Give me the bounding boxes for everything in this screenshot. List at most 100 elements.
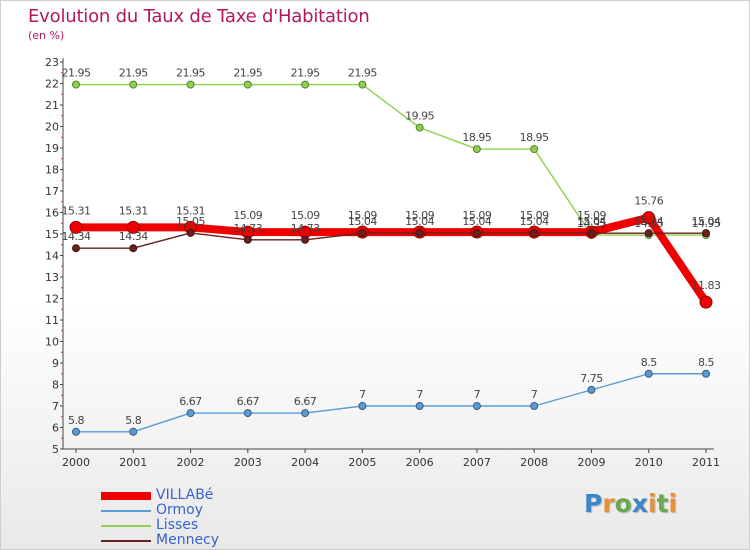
data-label: 7.75: [580, 372, 603, 385]
data-label: 5.8: [68, 414, 84, 427]
data-point: [72, 427, 80, 436]
data-label: 14.34: [119, 230, 148, 243]
data-label: 8.5: [698, 356, 714, 369]
legend-swatch: [101, 492, 151, 500]
data-point: [472, 229, 481, 238]
data-point: [358, 229, 367, 238]
chart-title: Evolution du Taux de Taxe d'Habitation: [28, 6, 370, 27]
data-point: [644, 369, 653, 378]
legend-label: Ormoy: [156, 502, 204, 518]
data-label: 7: [474, 388, 481, 401]
data-point: [126, 220, 140, 234]
y-tick-label: 22: [45, 78, 59, 91]
data-label: 7: [531, 388, 538, 401]
data-point: [129, 427, 138, 436]
series-line-mennecy: [75, 232, 707, 249]
legend-item: Ormoy: [101, 502, 301, 518]
data-label: 15.04: [405, 215, 434, 228]
data-point: [530, 402, 539, 410]
x-tick-label: 2009: [577, 456, 605, 469]
data-label: 7: [416, 388, 423, 401]
data-label: 15.09: [520, 209, 549, 222]
logo-letter: i: [648, 489, 657, 518]
data-point: [243, 409, 252, 418]
data-label: 6.67: [294, 395, 317, 408]
series-line-ormoy: [75, 373, 707, 433]
chart-subtitle: (en %): [28, 29, 65, 42]
logo-letter: P: [584, 489, 603, 518]
data-point: [301, 235, 310, 244]
logo-letter: o: [614, 489, 632, 518]
y-tick-label: 13: [45, 271, 59, 284]
data-label: 21.95: [291, 67, 320, 80]
data-label: 6.67: [237, 395, 260, 408]
data-point: [243, 235, 252, 244]
data-label: 6.67: [179, 395, 202, 408]
y-tick-label: 11: [45, 314, 59, 327]
y-tick-label: 12: [45, 293, 59, 306]
data-point: [72, 80, 80, 89]
x-tick-label: 2007: [463, 456, 491, 469]
data-point: [186, 80, 195, 89]
data-label: 15.09: [348, 209, 377, 222]
proxiti-logo: Proxiti: [584, 489, 677, 518]
legend-swatch: [101, 540, 151, 542]
x-tick-label: 2004: [291, 456, 319, 469]
y-tick-label: 15: [45, 228, 59, 241]
logo-letter: r: [602, 489, 615, 518]
data-label: 14.95: [692, 217, 721, 230]
y-tick-label: 14: [45, 250, 59, 263]
x-tick-label: 2002: [177, 456, 205, 469]
x-tick-label: 2011: [692, 456, 720, 469]
y-tick-label: 7: [52, 400, 59, 413]
data-point: [530, 145, 539, 154]
data-label: 21.95: [176, 67, 205, 80]
series-line-lisses: [75, 83, 707, 236]
logo-letter: x: [631, 489, 648, 518]
data-point: [72, 244, 80, 253]
data-label: 15.04: [462, 215, 491, 228]
x-tick-label: 2008: [520, 456, 548, 469]
y-tick-label: 19: [45, 142, 59, 155]
y-tick-label: 9: [52, 357, 59, 370]
data-point: [301, 409, 310, 418]
y-tick-label: 17: [45, 185, 59, 198]
data-label: 5.8: [125, 414, 141, 427]
data-label: 21.95: [233, 67, 262, 80]
data-point: [415, 123, 424, 132]
legend-label: Lisses: [156, 517, 199, 533]
data-label: 15.76: [634, 195, 663, 208]
series-line-villabé: [72, 213, 710, 307]
data-label: 15.09: [462, 209, 491, 222]
line-chart: 5 6 7 8 9 10 11 12 13 14 15 16 17 18 19 20 21 22 23 2000 200…: [45, 56, 721, 469]
data-label: 15.05: [176, 215, 205, 228]
y-tick-label: 20: [45, 121, 59, 134]
y-tick-label: 8: [52, 379, 59, 392]
data-label: 15.04: [577, 215, 606, 228]
x-tick-label: 2000: [62, 456, 90, 469]
x-tick-label: 2010: [635, 456, 663, 469]
data-label: 15.04: [348, 215, 377, 228]
data-label: 11.83: [692, 279, 721, 292]
y-tick-label: 5: [52, 443, 59, 456]
data-label: 14.34: [62, 230, 91, 243]
data-label: 15.31: [176, 204, 205, 217]
logo-letter: t: [656, 489, 669, 518]
data-point: [358, 80, 367, 89]
data-label: 14.95: [577, 217, 606, 230]
x-tick-label: 2003: [234, 456, 262, 469]
data-point: [415, 229, 424, 238]
data-label: 15.04: [634, 215, 663, 228]
data-label: 18.95: [462, 131, 491, 144]
data-label: 15.09: [405, 209, 434, 222]
data-label: 8.5: [641, 356, 657, 369]
data-point: [699, 295, 713, 309]
x-tick-label: 2001: [119, 456, 147, 469]
data-label: 14.73: [233, 222, 262, 235]
data-point: [129, 244, 138, 253]
data-point: [301, 80, 310, 89]
data-point: [129, 80, 138, 89]
legend-item: Lisses: [101, 517, 301, 533]
legend-swatch: [101, 510, 151, 512]
